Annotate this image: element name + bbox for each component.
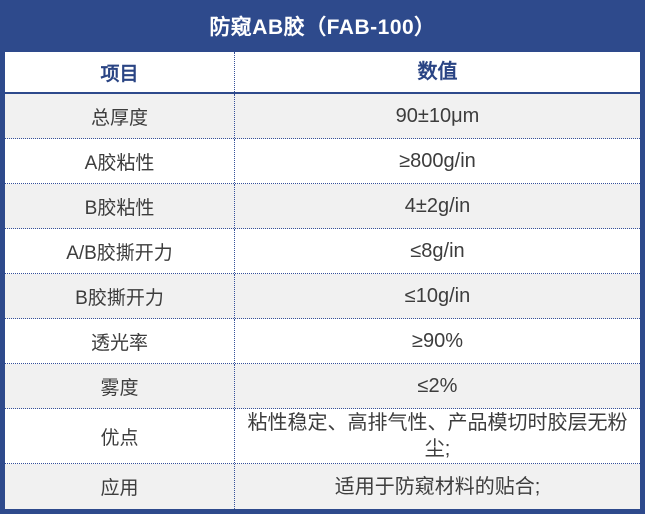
- header-item-column: 项目: [5, 52, 235, 92]
- row-item-value: 粘性稳定、高排气性、产品模切时胶层无粉尘;: [247, 412, 628, 460]
- row-item-value: ≤10g/in: [404, 285, 471, 307]
- row-item-value: 90±10μm: [395, 105, 480, 127]
- header-value-column: 数值: [417, 61, 458, 83]
- row-item-label: A/B胶撕开力: [5, 229, 235, 273]
- table-title: 防窥AB胶（FAB-100）: [209, 16, 436, 39]
- row-item-label: 雾度: [5, 364, 235, 408]
- row-item-label: 透光率: [5, 319, 235, 363]
- row-item-value: ≥800g/in: [399, 150, 476, 172]
- row-item-value: ≥90%: [411, 330, 463, 352]
- table-row: A胶粘性 ≥800g/in: [5, 139, 640, 184]
- row-item-value: ≤2%: [417, 375, 458, 397]
- row-item-label: B胶粘性: [5, 184, 235, 228]
- row-item-value: ≤8g/in: [410, 240, 465, 262]
- table-row: 优点 粘性稳定、高排气性、产品模切时胶层无粉尘;: [5, 409, 640, 464]
- table-row: B胶撕开力 ≤10g/in: [5, 274, 640, 319]
- row-item-label: 优点: [5, 409, 235, 463]
- table-row: 应用 适用于防窥材料的贴合;: [5, 464, 640, 509]
- spec-table: 项目 数值 总厚度 90±10μm A胶粘性 ≥800g/in B胶粘性 4±2…: [5, 52, 640, 509]
- table-row: B胶粘性 4±2g/in: [5, 184, 640, 229]
- table-row: 总厚度 90±10μm: [5, 94, 640, 139]
- row-item-label: 应用: [5, 464, 235, 509]
- table-body: 总厚度 90±10μm A胶粘性 ≥800g/in B胶粘性 4±2g/in A…: [5, 94, 640, 509]
- table-row: 雾度 ≤2%: [5, 364, 640, 409]
- row-item-label: A胶粘性: [5, 139, 235, 183]
- table-header-row: 项目 数值: [5, 52, 640, 94]
- row-item-value: 适用于防窥材料的贴合;: [334, 475, 541, 498]
- row-item-label: 总厚度: [5, 94, 235, 138]
- table-row: A/B胶撕开力 ≤8g/in: [5, 229, 640, 274]
- row-item-label: B胶撕开力: [5, 274, 235, 318]
- table-row: 透光率 ≥90%: [5, 319, 640, 364]
- row-item-value: 4±2g/in: [404, 195, 471, 217]
